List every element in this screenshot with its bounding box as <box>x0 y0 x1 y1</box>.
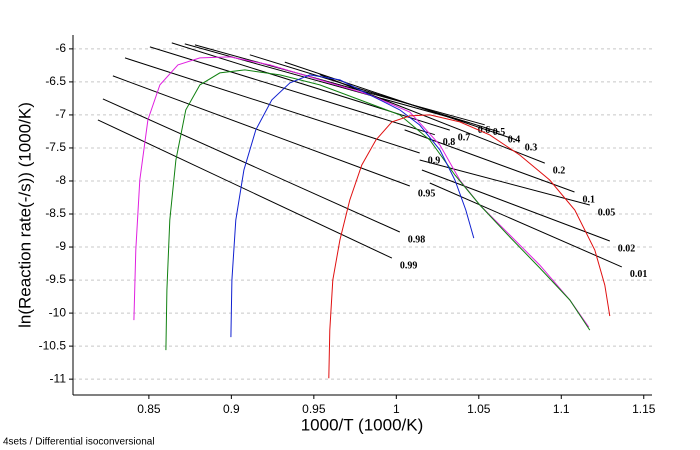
x-axis-label: 1000/T (1000/K) <box>301 415 424 434</box>
iso-line <box>194 44 485 126</box>
x-tick-label: 1.05 <box>467 402 491 416</box>
rate-curve <box>165 69 591 351</box>
x-tick-label: 0.95 <box>302 402 326 416</box>
rate-curve <box>328 114 611 379</box>
y-tick-label: -6.5 <box>45 74 66 88</box>
x-tick-label: 1.15 <box>632 402 656 416</box>
y-tick-label: -10 <box>49 305 67 319</box>
rate-curve <box>133 56 590 328</box>
iso-label: 0.4 <box>508 134 521 145</box>
iso-label: 0.3 <box>525 142 538 153</box>
iso-line <box>124 57 420 154</box>
iso-line <box>184 43 470 124</box>
rate-curve <box>230 74 475 338</box>
y-tick-label: -7.5 <box>45 140 66 154</box>
y-tick-label: -9.5 <box>45 272 66 286</box>
x-tick-label: 1 <box>393 402 400 416</box>
iso-line <box>419 159 590 206</box>
iso-line <box>97 119 393 259</box>
iso-label: 0.5 <box>493 127 506 138</box>
y-tick-label: -8 <box>55 173 66 187</box>
footer: 4sets / Differential isoconversional <box>3 437 155 448</box>
iso-label: 0.9 <box>428 155 441 166</box>
iso-line <box>249 54 500 133</box>
iso-label: 0.02 <box>618 243 636 254</box>
y-tick-label: -11 <box>50 371 67 385</box>
iso-line <box>112 75 410 187</box>
x-tick-label: 0.9 <box>223 402 240 416</box>
y-tick-label: -9 <box>55 239 66 253</box>
iso-label: 0.1 <box>582 194 595 205</box>
iso-label: 0.98 <box>408 234 426 245</box>
iso-line <box>149 46 435 136</box>
iso-line <box>421 169 610 242</box>
iso-label: 0.7 <box>458 132 471 143</box>
iso-label: 0.01 <box>630 269 648 280</box>
y-tick-label: -10.5 <box>39 338 67 352</box>
y-tick-label: -7 <box>55 107 66 121</box>
x-tick-label: 0.85 <box>137 402 161 416</box>
iso-line <box>404 129 575 193</box>
y-axis-label: ln(Reaction rate(-/s)) (1000/K) <box>15 102 34 328</box>
iso-label: 0.05 <box>598 207 616 218</box>
y-tick-label: -6 <box>55 41 66 55</box>
iso-line <box>284 61 517 141</box>
iso-line <box>102 98 401 233</box>
y-tick-label: -8.5 <box>45 206 66 220</box>
iso-label: 0.2 <box>553 165 566 176</box>
iso-line <box>429 182 623 268</box>
iso-label: 0.8 <box>443 137 456 148</box>
iso-line <box>319 74 545 164</box>
iso-label: 0.95 <box>418 188 436 199</box>
iso-label: 0.6 <box>478 125 491 136</box>
x-tick-label: 1.1 <box>553 402 570 416</box>
iso-label: 0.99 <box>400 260 418 271</box>
